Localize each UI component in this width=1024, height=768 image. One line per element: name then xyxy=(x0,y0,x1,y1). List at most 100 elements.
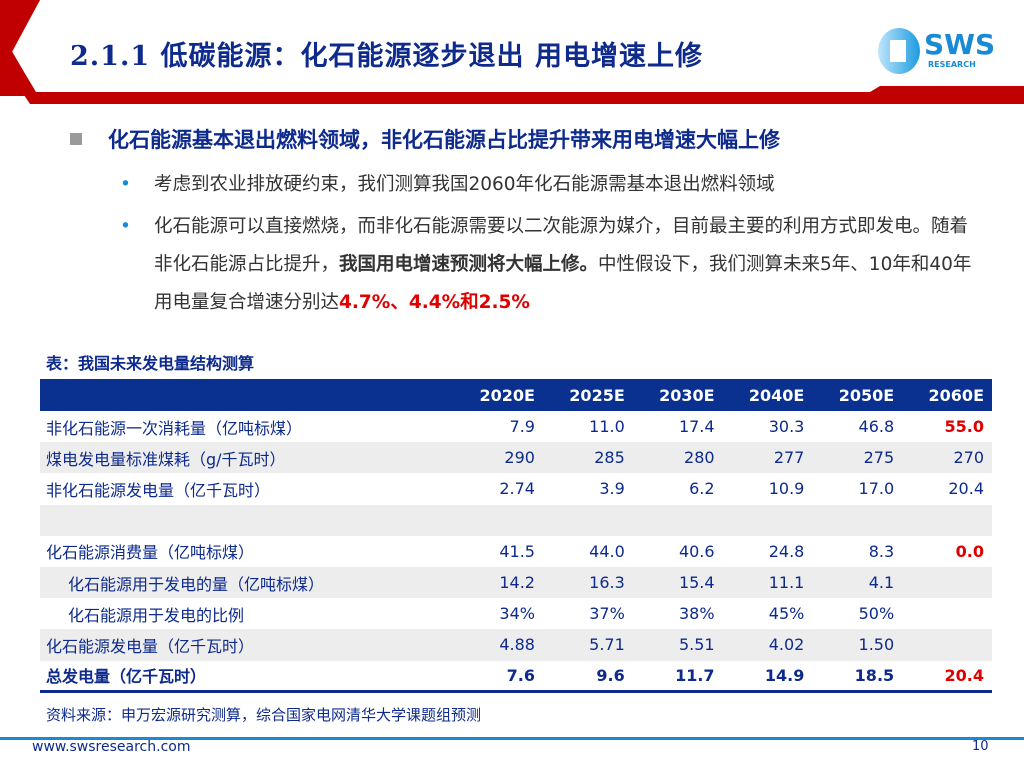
bullet-1: • 考虑到农业排放硬约束，我们测算我国2060年化石能源需基本退出燃料领域 xyxy=(120,166,984,204)
logo-icon xyxy=(878,28,920,74)
cell-value: 14.9 xyxy=(722,660,813,694)
cell-value: 24.8 xyxy=(768,541,805,561)
cell-value xyxy=(902,504,992,536)
cell-value: 11.0 xyxy=(589,417,625,437)
col-header: 2060E xyxy=(902,379,992,411)
cell-value: 275 xyxy=(812,442,903,474)
cell-value: 20.4 xyxy=(948,479,984,499)
table-row xyxy=(40,504,992,536)
cell-value: 50% xyxy=(858,604,895,624)
table-row: 非化石能源一次消耗量（亿吨标煤） 7.9 11.0 17.4 30.3 46.8 55.0 xyxy=(40,411,992,442)
cell-value: 44.0 xyxy=(589,541,625,561)
cell-value: 40.6 xyxy=(678,541,715,561)
row-label: 总发电量（亿千瓦时） xyxy=(40,660,454,694)
col-header: 2020E xyxy=(453,379,543,411)
table-header-row: 2020E 2025E 2030E 2040E 2050E 2060E xyxy=(40,379,992,411)
cell-value: 55.0 xyxy=(944,417,984,437)
col-header xyxy=(40,379,454,411)
footer-url[interactable]: www.swsresearch.com xyxy=(32,739,191,755)
col-header: 2050E xyxy=(812,379,903,411)
page-title: 2.1.1 低碳能源：化石能源逐步退出 用电增速上修 xyxy=(70,41,703,72)
table-row: 煤电发电量标准煤耗（g/千瓦时） 290 285 280 277 275 270 xyxy=(40,442,992,474)
footer-divider xyxy=(0,737,1024,740)
cell-value: 14.2 xyxy=(453,566,543,599)
heading-text: 化石能源基本退出燃料领域，非化石能源占比提升带来用电增速大幅上修 xyxy=(108,128,780,152)
cell-value: 285 xyxy=(542,442,633,474)
cell-value xyxy=(722,504,813,536)
cell-value xyxy=(902,629,992,661)
cell-value xyxy=(542,504,633,536)
cell-value: 7.9 xyxy=(509,417,535,437)
cell-value: 0.0 xyxy=(955,541,984,561)
table-row: 化石能源发电量（亿千瓦时） 4.88 5.71 5.51 4.02 1.50 xyxy=(40,629,992,661)
cell-value xyxy=(632,504,723,536)
col-header: 2040E xyxy=(722,379,813,411)
row-label: 非化石能源发电量（亿千瓦时） xyxy=(46,480,271,500)
cell-value: 4.1 xyxy=(812,566,903,599)
row-label: 化石能源消费量（亿吨标煤） xyxy=(46,543,255,563)
row-label: 化石能源用于发电的量（亿吨标煤） xyxy=(40,566,454,599)
cell-value: 46.8 xyxy=(858,417,895,437)
section-heading: 化石能源基本退出燃料领域，非化石能源占比提升带来用电增速大幅上修 xyxy=(70,124,780,154)
cell-value: 1.50 xyxy=(812,629,903,661)
sws-logo: SWS RESEARCH xyxy=(876,26,1006,78)
cell-value: 10.9 xyxy=(768,479,805,499)
source-note: 资料来源：申万宏源研究测算，综合国家电网清华大学课题组预测 xyxy=(46,706,482,724)
cell-value: 17.4 xyxy=(678,417,715,437)
cell-value xyxy=(453,504,543,536)
table-row: 化石能源用于发电的量（亿吨标煤） 14.2 16.3 15.4 11.1 4.1 xyxy=(40,566,992,599)
cell-value: 15.4 xyxy=(632,566,723,599)
cell-value: 280 xyxy=(632,442,723,474)
col-header: 2025E xyxy=(542,379,633,411)
cell-value: 270 xyxy=(902,442,992,474)
logo-text: SWS xyxy=(924,28,996,61)
cell-value: 30.3 xyxy=(768,417,805,437)
row-label: 煤电发电量标准煤耗（g/千瓦时） xyxy=(40,442,454,474)
cell-value: 6.2 xyxy=(689,479,715,499)
cell-value: 277 xyxy=(722,442,813,474)
header-banner xyxy=(0,0,1024,104)
table-row: 总发电量（亿千瓦时） 7.6 9.6 11.7 14.9 18.5 20.4 xyxy=(40,660,992,694)
bullet-dot-icon: • xyxy=(120,216,131,237)
cell-value: 17.0 xyxy=(858,479,895,499)
cell-value: 20.4 xyxy=(902,660,992,694)
cell-value: 18.5 xyxy=(812,660,903,694)
row-label xyxy=(40,504,454,536)
cell-value xyxy=(902,566,992,599)
cell-value: 11.7 xyxy=(632,660,723,694)
cell-value: 2.74 xyxy=(499,479,535,499)
cell-value: 4.88 xyxy=(453,629,543,661)
bullet-text: 化石能源可以直接燃烧，而非化石能源需要以二次能源为媒介，目前最主要的利用方式即发… xyxy=(154,216,972,313)
bullet-2: • 化石能源可以直接燃烧，而非化石能源需要以二次能源为媒介，目前最主要的利用方式即… xyxy=(120,208,984,322)
cell-value: 11.1 xyxy=(722,566,813,599)
cell-value: 9.6 xyxy=(542,660,633,694)
table-row: 化石能源用于发电的比例 34% 37% 38% 45% 50% xyxy=(40,598,992,629)
square-bullet-icon xyxy=(70,133,82,145)
cell-value: 45% xyxy=(768,604,805,624)
cell-value: 5.51 xyxy=(632,629,723,661)
table-caption: 表：我国未来发电量结构测算 xyxy=(46,354,255,373)
cell-value: 37% xyxy=(589,604,625,624)
cell-value: 7.6 xyxy=(453,660,543,694)
power-generation-table: 2020E 2025E 2030E 2040E 2050E 2060E 非化石能源一次消耗… xyxy=(40,379,992,694)
col-header: 2030E xyxy=(632,379,723,411)
cell-value: 290 xyxy=(453,442,543,474)
cell-value xyxy=(902,598,992,629)
cell-value: 38% xyxy=(679,604,715,624)
page-number: 10 xyxy=(972,739,989,754)
logo-subtext: RESEARCH xyxy=(928,60,976,69)
row-label: 化石能源用于发电的比例 xyxy=(68,605,245,625)
cell-value: 5.71 xyxy=(542,629,633,661)
cell-value xyxy=(812,504,903,536)
table-row: 非化石能源发电量（亿千瓦时） 2.74 3.9 6.2 10.9 17.0 20.4 xyxy=(40,473,992,504)
cell-value: 16.3 xyxy=(542,566,633,599)
cell-value: 8.3 xyxy=(868,541,895,561)
cell-value: 3.9 xyxy=(599,479,625,499)
bullet-text: 考虑到农业排放硬约束，我们测算我国2060年化石能源需基本退出燃料领域 xyxy=(154,174,775,195)
bullet-dot-icon: • xyxy=(120,174,131,195)
cell-value: 41.5 xyxy=(499,541,535,561)
row-label: 化石能源发电量（亿千瓦时） xyxy=(40,629,454,661)
table-row: 化石能源消费量（亿吨标煤） 41.5 44.0 40.6 24.8 8.3 0.0 xyxy=(40,536,992,567)
cell-value: 4.02 xyxy=(722,629,813,661)
cell-value: 34% xyxy=(499,604,535,624)
